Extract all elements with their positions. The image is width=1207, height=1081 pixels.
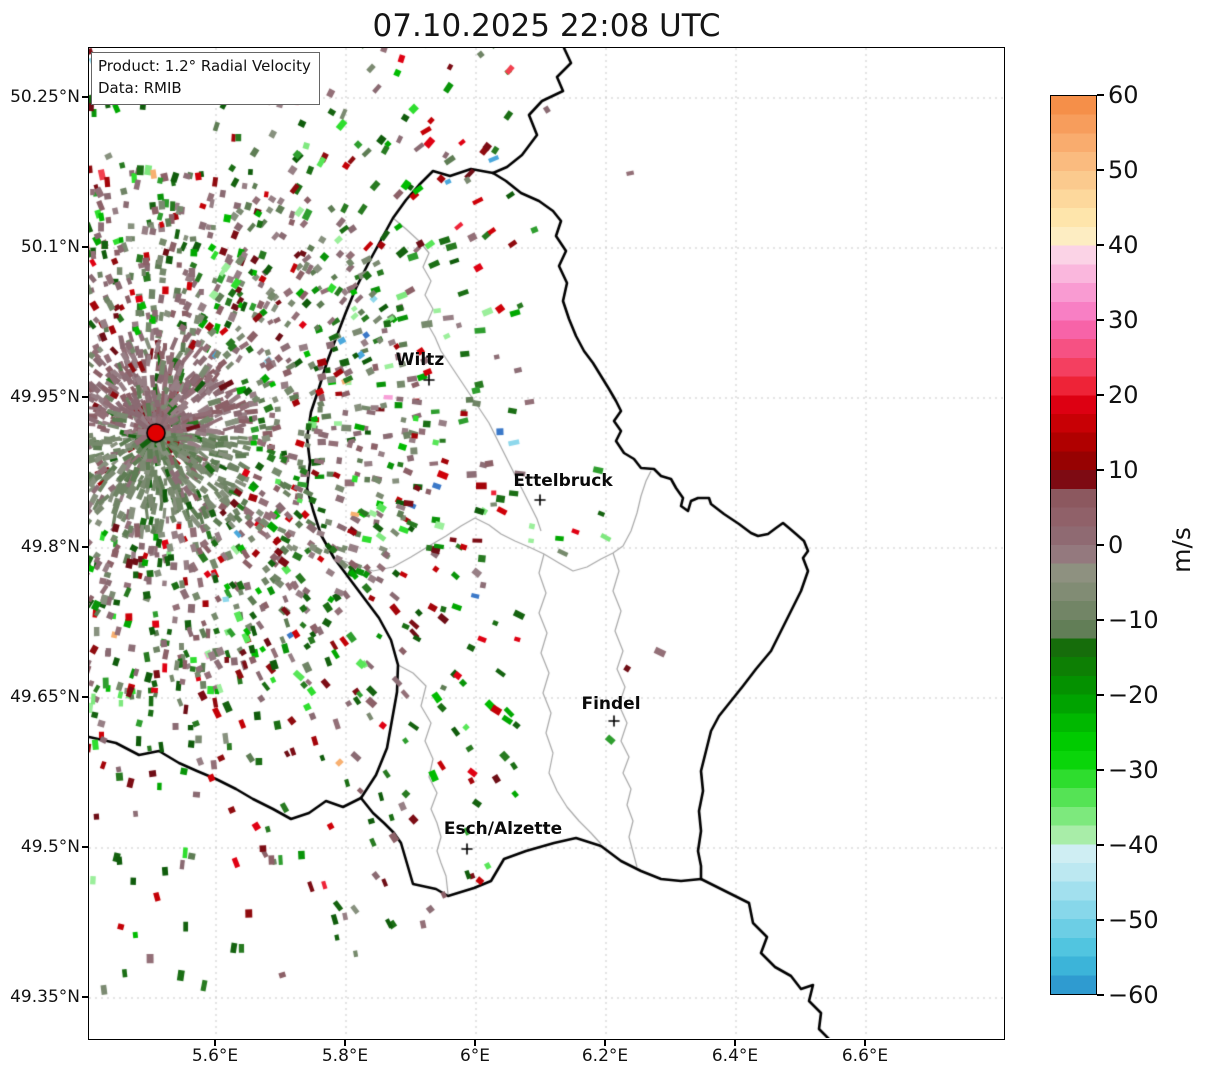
- lat-tick-mark: [82, 996, 88, 998]
- colorbar-tick-mark: [1097, 169, 1104, 171]
- colorbar-tick-mark: [1097, 319, 1104, 321]
- lat-tick-label: 49.65°N: [10, 687, 80, 707]
- colorbar-tick-label: −60: [1108, 981, 1159, 1009]
- lat-tick-mark: [82, 696, 88, 698]
- city-label-ettelbruck: Ettelbruck: [513, 471, 613, 491]
- lat-tick-mark: [82, 246, 88, 248]
- lon-tick-mark: [604, 1040, 606, 1046]
- lon-tick-mark: [734, 1040, 736, 1046]
- colorbar-tick-label: −20: [1108, 681, 1159, 709]
- lat-tick-label: 50.1°N: [20, 237, 80, 257]
- lon-tick-mark: [214, 1040, 216, 1046]
- colorbar-tick-mark: [1097, 244, 1104, 246]
- lon-tick-label: 6.4°E: [711, 1046, 759, 1066]
- lat-tick-mark: [82, 396, 88, 398]
- data-source-line: Data: RMIB: [98, 78, 182, 97]
- radar-map-canvas: [89, 48, 1003, 1038]
- lon-tick-label: 6.6°E: [841, 1046, 889, 1066]
- city-label-findel: Findel: [581, 694, 641, 714]
- colorbar-tick-label: −50: [1108, 906, 1159, 934]
- colorbar-tick-label: 60: [1108, 81, 1139, 109]
- colorbar-tick-label: 30: [1108, 306, 1139, 334]
- colorbar-tick-mark: [1097, 919, 1104, 921]
- colorbar-tick-label: 40: [1108, 231, 1139, 259]
- colorbar-tick-label: 0: [1108, 531, 1124, 559]
- lat-tick-mark: [82, 846, 88, 848]
- page-title: 07.10.2025 22:08 UTC: [372, 8, 721, 44]
- lat-tick-label: 49.5°N: [20, 837, 80, 857]
- lat-tick-label: 50.25°N: [10, 87, 80, 107]
- velocity-colorbar: [1050, 95, 1097, 995]
- colorbar-tick-mark: [1097, 994, 1104, 996]
- lat-tick-mark: [82, 546, 88, 548]
- lon-tick-label: 5.8°E: [321, 1046, 369, 1066]
- product-line: Product: 1.2° Radial Velocity: [98, 57, 311, 75]
- colorbar-tick-mark: [1097, 694, 1104, 696]
- lon-tick-mark: [344, 1040, 346, 1046]
- colorbar-tick-mark: [1097, 544, 1104, 546]
- colorbar-tick-label: 10: [1108, 456, 1139, 484]
- lon-tick-mark: [474, 1040, 476, 1046]
- city-label-wiltz: Wiltz: [395, 350, 445, 370]
- lon-tick-mark: [864, 1040, 866, 1046]
- product-info-box: Product: 1.2° Radial Velocity Data: RMIB: [91, 52, 320, 105]
- lat-tick-mark: [82, 96, 88, 98]
- lon-tick-label: 6°E: [459, 1046, 491, 1066]
- lon-tick-label: 6.2°E: [581, 1046, 629, 1066]
- city-label-esch-alzette: Esch/Alzette: [443, 819, 563, 839]
- colorbar-tick-label: 20: [1108, 381, 1139, 409]
- colorbar-tick-mark: [1097, 844, 1104, 846]
- colorbar-tick-label: −40: [1108, 831, 1159, 859]
- lat-tick-label: 49.8°N: [20, 537, 80, 557]
- colorbar-tick-label: 50: [1108, 156, 1139, 184]
- colorbar-tick-mark: [1097, 94, 1104, 96]
- colorbar-tick-label: −30: [1108, 756, 1159, 784]
- colorbar-unit-label: m/s: [1166, 527, 1196, 573]
- map-plot-area: [88, 47, 1005, 1040]
- colorbar-tick-mark: [1097, 769, 1104, 771]
- colorbar-tick-label: −10: [1108, 606, 1159, 634]
- colorbar-tick-mark: [1097, 469, 1104, 471]
- lon-tick-label: 5.6°E: [191, 1046, 239, 1066]
- lat-tick-label: 49.35°N: [10, 987, 80, 1007]
- colorbar-tick-mark: [1097, 394, 1104, 396]
- lat-tick-label: 49.95°N: [10, 387, 80, 407]
- colorbar-tick-mark: [1097, 619, 1104, 621]
